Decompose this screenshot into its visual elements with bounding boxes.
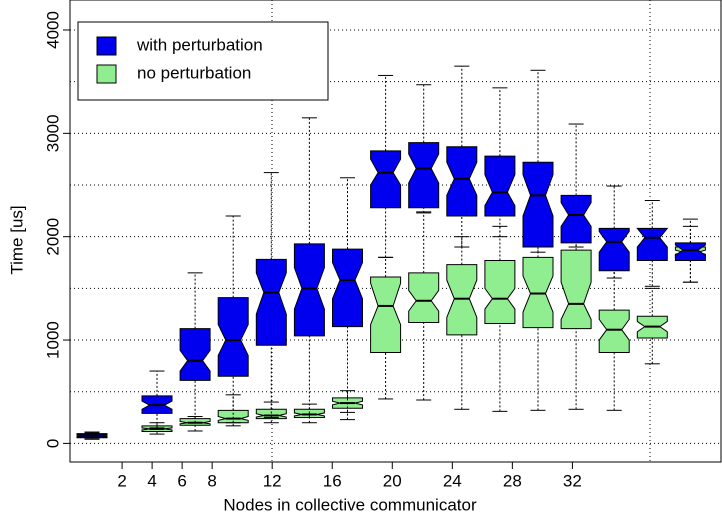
box-group: [141, 370, 173, 429]
legend-label: with perturbation: [136, 35, 263, 54]
box-group: [332, 177, 363, 413]
legend-box: [77, 21, 329, 101]
box-group: [76, 431, 108, 440]
y-tick-label: 0: [43, 439, 62, 448]
box-group: [408, 84, 440, 214]
x-tick-label: 4: [147, 471, 156, 490]
box-group: [293, 117, 325, 419]
x-tick-label: 12: [263, 471, 282, 490]
x-tick-label: 6: [177, 471, 186, 490]
box: [446, 264, 478, 336]
y-axis-title: Time [us]: [7, 205, 26, 274]
box-group: [484, 225, 516, 412]
box: [560, 194, 592, 244]
legend-swatch: [96, 64, 117, 84]
x-tick-label: 8: [207, 471, 216, 490]
box: [370, 150, 402, 209]
box: [598, 227, 630, 272]
box-group: [560, 123, 592, 248]
box-group: [636, 200, 669, 287]
box-group: [674, 218, 706, 283]
box: [560, 249, 592, 330]
box-group: [446, 65, 478, 248]
box: [408, 272, 440, 323]
box: [293, 243, 325, 337]
plot-frame: [69, 0, 722, 463]
legend-label: no perturbation: [137, 63, 251, 82]
box-group: [141, 422, 173, 435]
x-tick-label: 16: [323, 471, 342, 490]
box: [484, 155, 516, 217]
box: [332, 248, 363, 328]
x-tick-label: 2: [117, 471, 126, 490]
box-group: [370, 74, 402, 258]
box: [484, 259, 516, 325]
box-group: [484, 87, 516, 238]
box: [674, 242, 706, 261]
y-tick-label: 3000: [43, 114, 62, 152]
box: [522, 256, 554, 329]
y-tick-label: 4000: [43, 11, 62, 49]
box: [217, 409, 249, 424]
box-group: [446, 236, 478, 410]
x-axis-title: Nodes in collective communicator: [223, 495, 477, 514]
x-tick-label: 20: [383, 471, 402, 490]
box: [370, 276, 402, 353]
box-group: [179, 272, 211, 424]
box-group: [255, 172, 287, 419]
y-tick-label: 1000: [43, 321, 62, 359]
box-group: [217, 215, 249, 424]
box: [255, 258, 287, 346]
box-group: [598, 185, 630, 279]
x-tick-label: 32: [563, 471, 582, 490]
box-group: [636, 287, 668, 365]
box: [217, 297, 249, 377]
box: [408, 142, 440, 209]
box: [598, 309, 630, 353]
box-group: [370, 256, 402, 400]
box-group: [408, 211, 440, 401]
y-tick-label: 2000: [43, 218, 62, 256]
x-tick-label: 28: [503, 471, 522, 490]
box: [446, 146, 478, 217]
legend-swatch: [96, 36, 117, 56]
box: [179, 328, 211, 381]
box: [522, 161, 554, 248]
box: [636, 227, 669, 261]
box-group: [522, 69, 554, 253]
x-tick-label: 24: [443, 471, 462, 490]
